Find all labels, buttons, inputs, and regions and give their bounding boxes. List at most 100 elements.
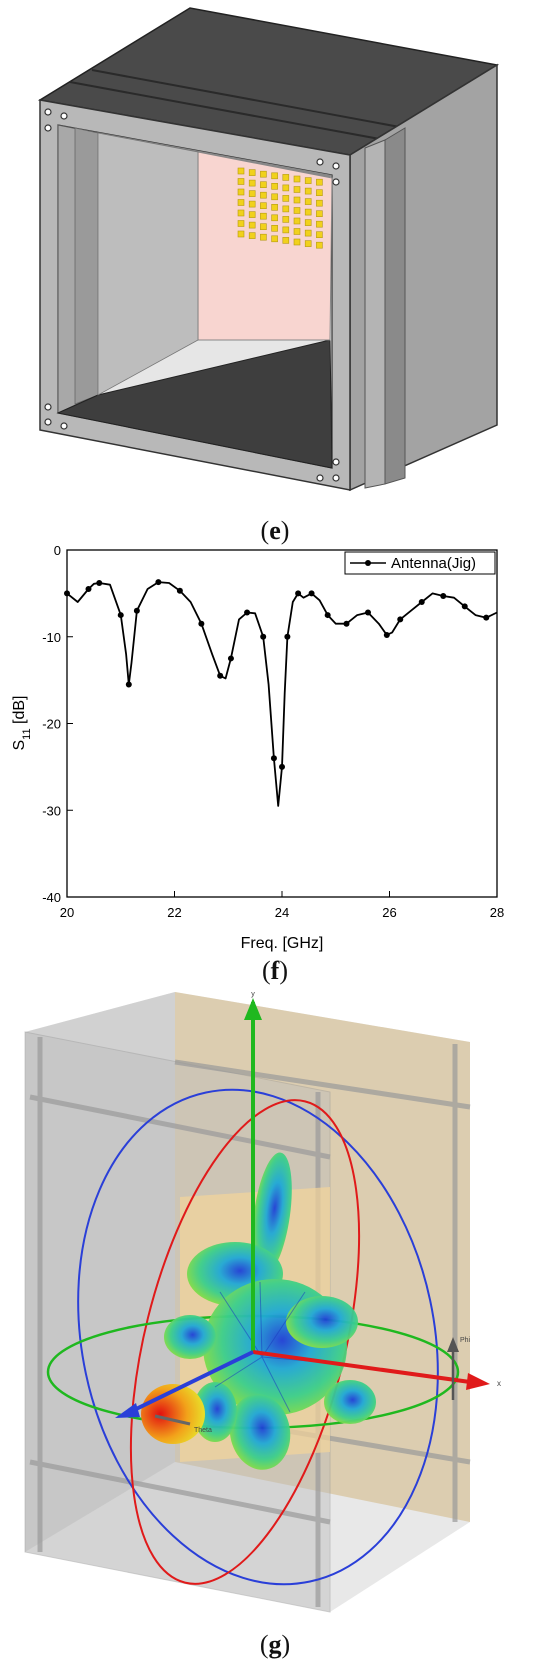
data-point xyxy=(96,579,103,586)
data-point xyxy=(155,579,162,586)
data-point xyxy=(227,655,234,662)
patch-element xyxy=(282,184,290,192)
caption-f: (f) xyxy=(261,956,288,985)
data-point xyxy=(308,590,315,597)
caption-e: (e) xyxy=(260,516,290,545)
data-point xyxy=(85,586,92,593)
s11-chart: 0 -10 -20 -30 -40 20 22 24 26 28 Antenna(Jig) Fr… xyxy=(0,540,550,960)
y-tick-label: -30 xyxy=(42,803,61,818)
x-tick-label: 28 xyxy=(490,905,504,920)
patch-element xyxy=(271,172,278,180)
data-point xyxy=(125,681,132,688)
patch-element xyxy=(271,193,278,201)
patch-element xyxy=(293,175,301,183)
antenna-patch-array xyxy=(237,167,323,249)
data-point xyxy=(133,607,140,614)
data-point xyxy=(64,590,70,597)
patch-element xyxy=(237,230,245,238)
patch-element xyxy=(248,221,256,229)
data-point xyxy=(483,614,490,621)
data-point xyxy=(324,612,331,619)
patch-element xyxy=(304,229,312,237)
patch-element xyxy=(237,188,245,196)
patch-element xyxy=(282,205,290,213)
data-point xyxy=(418,599,425,606)
patch-element xyxy=(248,169,256,176)
patch-element xyxy=(237,199,245,206)
s11-chart-svg: 0 -10 -20 -30 -40 20 22 24 26 28 Antenna(Jig) Fr… xyxy=(11,543,504,952)
patch-element xyxy=(271,183,278,190)
legend-label: Antenna(Jig) xyxy=(391,555,476,572)
data-point xyxy=(343,620,350,627)
legend: Antenna(Jig) xyxy=(344,551,496,575)
data-point xyxy=(270,755,277,762)
patch-element xyxy=(282,216,290,223)
patch-element xyxy=(260,202,267,209)
patch-element xyxy=(304,240,312,247)
enclosure-figure xyxy=(0,0,550,515)
radiation-pattern-illustration: y x Phi Theta xyxy=(24,989,501,1613)
patch-element xyxy=(237,167,245,175)
patch-element xyxy=(316,231,323,238)
y-tick-label: -20 xyxy=(42,717,61,732)
caption-g: (g) xyxy=(259,1630,291,1659)
patch-element xyxy=(248,200,256,208)
x-tick-label: 24 xyxy=(275,905,289,920)
x-axis-marker: x xyxy=(497,1379,501,1388)
x-tick-label: 22 xyxy=(167,905,181,920)
patch-element xyxy=(304,198,312,205)
patch-element xyxy=(282,237,290,244)
patch-element xyxy=(271,204,278,211)
data-point xyxy=(279,763,285,770)
patch-element xyxy=(293,238,301,246)
y-tick-label: -10 xyxy=(42,630,61,645)
patch-element xyxy=(282,174,290,181)
patch-element xyxy=(316,199,323,207)
data-point xyxy=(260,633,267,640)
x-tick-label: 26 xyxy=(382,905,396,920)
data-point xyxy=(244,609,251,616)
patch-element xyxy=(248,211,256,218)
patch-element xyxy=(248,232,256,239)
patch-element xyxy=(260,223,267,230)
y-tick-label: 0 xyxy=(54,543,61,558)
patch-element xyxy=(248,190,256,197)
data-point xyxy=(217,672,224,679)
data-point xyxy=(295,590,302,597)
patch-element xyxy=(271,225,278,232)
patch-element xyxy=(260,191,267,199)
phi-marker: Phi xyxy=(460,1337,471,1344)
data-point xyxy=(383,632,390,639)
y-tick-label: -40 xyxy=(42,890,61,905)
patch-element xyxy=(304,187,312,195)
patch-element xyxy=(237,220,245,227)
patch-element xyxy=(316,241,323,249)
data-point xyxy=(365,609,371,616)
patch-element xyxy=(282,226,290,234)
patch-element xyxy=(316,178,323,186)
plot-frame xyxy=(66,549,498,898)
patch-element xyxy=(316,210,323,217)
data-point xyxy=(440,592,447,599)
patch-element xyxy=(260,181,267,188)
patch-element xyxy=(293,228,301,235)
patch-element xyxy=(293,196,301,204)
patch-element xyxy=(237,209,245,217)
patch-element xyxy=(293,186,301,193)
patch-element xyxy=(260,233,267,241)
enclosure-illustration xyxy=(37,7,500,492)
theta-marker: Theta xyxy=(194,1427,212,1434)
data-point xyxy=(117,612,124,619)
patch-element xyxy=(293,207,301,214)
patch-element xyxy=(316,220,323,228)
patch-element xyxy=(260,170,267,178)
data-point xyxy=(284,633,291,640)
patch-element xyxy=(304,177,312,184)
patch-element xyxy=(271,214,278,222)
x-axis-title: Freq. [GHz] xyxy=(241,935,324,952)
data-point xyxy=(461,603,468,610)
x-tick-label: 20 xyxy=(60,905,74,920)
patch-element xyxy=(260,212,267,220)
data-point xyxy=(198,620,205,627)
y-axis-marker: y xyxy=(251,992,255,998)
